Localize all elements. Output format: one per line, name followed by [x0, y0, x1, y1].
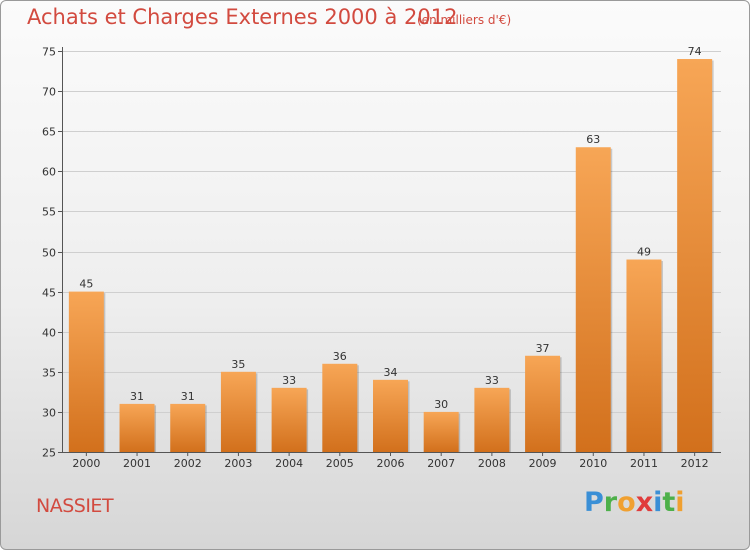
- x-tick-label: 2000: [72, 457, 100, 470]
- bars: [68, 59, 714, 453]
- bar: [677, 59, 713, 453]
- x-tick-label: 2002: [174, 457, 202, 470]
- value-label: 63: [586, 133, 600, 146]
- bar: [373, 379, 408, 452]
- x-tick-labels: 2000 2001 2002 2003 2004 2005 2006 2007 2008 2009…: [72, 457, 708, 470]
- axes: [58, 47, 721, 456]
- value-label: 37: [536, 342, 550, 355]
- commune-name: NASSIET: [36, 495, 114, 517]
- logo-letter: t: [662, 487, 676, 518]
- value-label: 33: [485, 374, 499, 387]
- y-tick-label: 30: [42, 407, 56, 420]
- unit-note: (en milliers d'€): [417, 13, 512, 27]
- value-labels: 45 31 31 35 33 36 34 30 33 37 63 49 74: [79, 45, 701, 411]
- value-label: 49: [637, 246, 651, 259]
- bar: [626, 259, 662, 452]
- bar: [525, 355, 561, 452]
- x-tick-label: 2006: [377, 457, 405, 470]
- y-tick-label: 75: [42, 46, 56, 59]
- x-tick-label: 2009: [529, 457, 557, 470]
- bar: [474, 387, 510, 452]
- value-label: 45: [79, 278, 93, 291]
- x-tick-label: 2011: [630, 457, 658, 470]
- y-tick-labels: 25 30 35 40 45 50 55 60 65 70 75: [42, 46, 56, 460]
- value-label: 34: [384, 366, 398, 379]
- value-label: 74: [688, 45, 702, 58]
- value-label: 30: [434, 398, 448, 411]
- x-tick-label: 2007: [427, 457, 455, 470]
- bar: [170, 403, 206, 452]
- y-tick-label: 50: [42, 247, 56, 260]
- logo-letter: i: [653, 487, 663, 518]
- y-tick-label: 55: [42, 206, 56, 219]
- bar: [271, 387, 307, 452]
- x-tick-label: 2003: [224, 457, 252, 470]
- bar: [119, 403, 155, 452]
- y-tick-label: 40: [42, 327, 56, 340]
- x-tick-label: 2012: [681, 457, 709, 470]
- bar: [68, 291, 104, 452]
- proxiti-logo: Proxiti: [584, 487, 685, 518]
- y-tick-label: 45: [42, 287, 56, 300]
- value-label: 31: [181, 390, 195, 403]
- logo-letter: P: [584, 487, 604, 518]
- x-tick-label: 2005: [326, 457, 354, 470]
- x-tick-label: 2001: [123, 457, 151, 470]
- logo-letter: x: [635, 487, 654, 518]
- x-tick-label: 2008: [478, 457, 506, 470]
- logo-letter: r: [603, 487, 618, 518]
- y-tick-label: 65: [42, 126, 56, 139]
- y-tick-label: 35: [42, 367, 56, 380]
- y-tick-label: 60: [42, 166, 56, 179]
- bar: [220, 371, 256, 452]
- value-label: 31: [130, 390, 144, 403]
- y-tick-label: 70: [42, 86, 56, 99]
- bar: [322, 363, 358, 452]
- value-label: 33: [282, 374, 296, 387]
- chart-title: Achats et Charges Externes 2000 à 2012: [27, 5, 458, 29]
- grid-lines: [62, 51, 721, 413]
- logo-letter: i: [675, 487, 685, 518]
- x-tick-label: 2010: [579, 457, 607, 470]
- bar: [423, 411, 459, 452]
- bar: [575, 147, 611, 453]
- x-tick-label: 2004: [275, 457, 303, 470]
- y-tick-label: 25: [42, 447, 56, 460]
- value-label: 36: [333, 350, 347, 363]
- value-label: 35: [231, 358, 245, 371]
- logo-letter: o: [617, 487, 636, 518]
